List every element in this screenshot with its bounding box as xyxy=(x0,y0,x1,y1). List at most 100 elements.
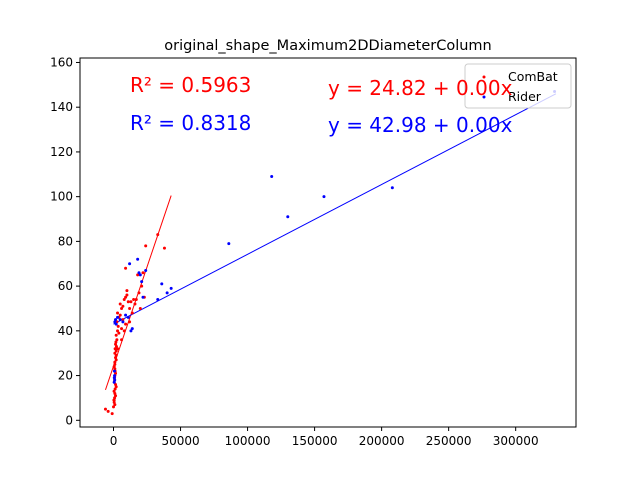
rider-point xyxy=(112,369,116,373)
rider-point xyxy=(112,380,116,384)
y-tick-label: 160 xyxy=(50,55,73,69)
rider-fit-line xyxy=(113,93,557,325)
rider-point xyxy=(140,280,144,284)
combat-point xyxy=(124,295,128,299)
x-tick-label: 0 xyxy=(110,434,118,448)
rider-point xyxy=(128,262,132,266)
combat-point xyxy=(113,362,117,366)
combat-point xyxy=(120,306,124,310)
combat-point xyxy=(141,271,145,275)
rider-point xyxy=(113,378,117,382)
combat-point xyxy=(122,329,126,333)
combat-equation-annotation: y = 24.82 + 0.00x xyxy=(328,76,513,100)
x-axis: 0 50000 100000 150000 200000 250000 300000 xyxy=(110,427,539,448)
combat-point xyxy=(106,409,110,413)
combat-point xyxy=(122,298,126,302)
rider-point xyxy=(114,322,118,326)
combat-point xyxy=(114,394,118,398)
rider-point xyxy=(118,318,122,322)
rider-point xyxy=(144,268,148,272)
rider-point xyxy=(160,282,164,286)
combat-point xyxy=(125,293,129,297)
combat-point xyxy=(110,412,114,416)
plot-area xyxy=(79,57,577,428)
y-tick-label: 20 xyxy=(58,369,73,383)
combat-point xyxy=(121,318,125,322)
x-tick-label: 200000 xyxy=(359,434,405,448)
y-tick-label: 0 xyxy=(65,413,73,427)
rider-point xyxy=(141,295,145,299)
y-tick-label: 140 xyxy=(50,100,73,114)
combat-point xyxy=(124,266,128,270)
chart-title: original_shape_Maximum2DDiameterColumn xyxy=(164,38,492,54)
combat-point xyxy=(114,349,118,353)
rider-point xyxy=(322,195,326,199)
rider-point xyxy=(130,327,134,331)
rider-point xyxy=(156,298,160,302)
x-tick-label: 150000 xyxy=(292,434,338,448)
x-tick-label: 50000 xyxy=(161,434,199,448)
combat-point xyxy=(113,351,117,355)
combat-point xyxy=(116,311,120,315)
y-tick-label: 100 xyxy=(50,190,73,204)
combat-point xyxy=(118,302,122,306)
legend: ComBat Rider xyxy=(464,63,572,109)
rider-point xyxy=(114,318,118,322)
combat-point xyxy=(114,358,118,362)
rider-point xyxy=(136,257,140,261)
combat-point xyxy=(133,302,137,306)
rider-point xyxy=(112,376,116,380)
combat-point xyxy=(113,347,117,351)
y-tick-label: 40 xyxy=(58,324,73,338)
x-tick-label: 300000 xyxy=(493,434,539,448)
combat-point xyxy=(117,331,121,335)
combat-point xyxy=(128,320,132,324)
combat-point xyxy=(134,298,138,302)
combat-point xyxy=(138,306,142,310)
combat-point xyxy=(120,338,124,342)
rider-r2-annotation: R² = 0.8318 xyxy=(130,111,251,135)
rider-point xyxy=(138,273,142,277)
combat-point xyxy=(137,291,141,295)
rider-point xyxy=(227,242,231,246)
combat-point xyxy=(116,324,120,328)
combat-point xyxy=(113,360,117,364)
combat-point xyxy=(114,385,118,389)
rider-point xyxy=(137,271,141,275)
x-tick-label: 100000 xyxy=(225,434,271,448)
rider-point xyxy=(169,286,173,290)
combat-point xyxy=(129,300,133,304)
rider-point xyxy=(165,291,169,295)
combat-point xyxy=(156,233,160,237)
combat-point xyxy=(121,304,125,308)
combat-point xyxy=(114,333,118,337)
rider-point xyxy=(390,186,394,190)
legend-box xyxy=(464,63,572,109)
combat-point xyxy=(114,340,118,344)
combat-point xyxy=(113,367,117,371)
combat-point xyxy=(113,403,117,407)
annotations: R² = 0.5963 R² = 0.8318 y = 24.82 + 0.00x y… xyxy=(130,73,513,137)
y-tick-label: 80 xyxy=(58,234,73,248)
rider-point xyxy=(129,329,133,333)
rider-legend-marker xyxy=(482,95,486,99)
combat-point xyxy=(126,300,130,304)
data-points xyxy=(103,90,557,416)
combat-point xyxy=(124,322,128,326)
combat-point xyxy=(112,405,116,409)
rider-point xyxy=(126,315,130,319)
rider-point xyxy=(286,215,290,219)
y-tick-label: 60 xyxy=(58,279,73,293)
rider-point xyxy=(124,313,128,317)
rider-point xyxy=(113,374,117,378)
combat-point xyxy=(132,298,136,302)
combat-point xyxy=(116,329,120,333)
rider-point xyxy=(116,315,120,319)
x-tick-label: 250000 xyxy=(426,434,472,448)
rider-point xyxy=(270,175,274,179)
fit-lines xyxy=(104,93,557,391)
combat-point xyxy=(125,289,129,293)
axes-frame xyxy=(79,57,577,428)
combat-legend-label: ComBat xyxy=(508,69,558,84)
